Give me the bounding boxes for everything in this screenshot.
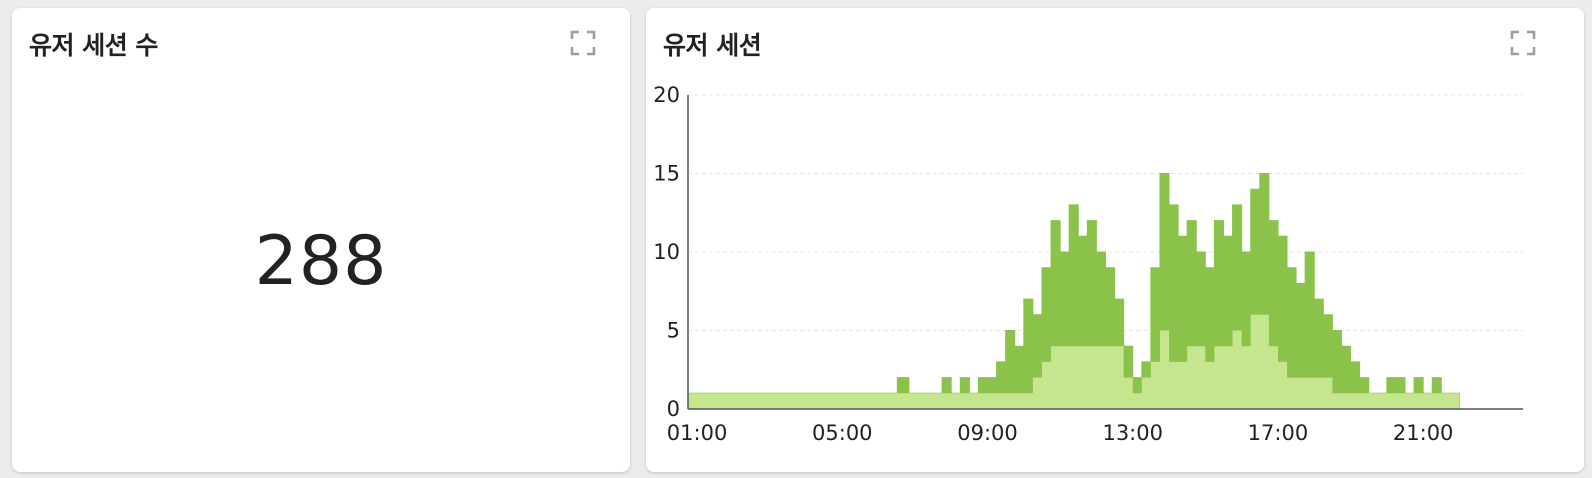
fullscreen-icon[interactable] xyxy=(570,30,596,56)
y-tick-label: 15 xyxy=(653,162,680,186)
x-tick-label: 09:00 xyxy=(957,421,1018,445)
y-tick-label: 20 xyxy=(653,83,680,107)
session-count-title: 유저 세션 수 xyxy=(29,31,158,60)
y-tick-label: 10 xyxy=(653,240,680,264)
session-count-value: 288 xyxy=(254,222,388,301)
y-tick-label: 0 xyxy=(667,397,680,421)
x-tick-label: 21:00 xyxy=(1393,421,1454,445)
fullscreen-icon[interactable] xyxy=(1510,30,1536,56)
session-count-panel: 유저 세션 수 288 xyxy=(12,8,630,472)
session-chart-panel: 유저 세션 0 5 10 15 20 01:00 05:00 09:00 13:00 17:00 2… xyxy=(646,8,1584,472)
session-area-chart: 0 5 10 15 20 01:00 05:00 09:00 13:00 17:00 21:00 xyxy=(653,83,1523,445)
session-chart-title: 유저 세션 xyxy=(663,31,762,60)
x-tick-label: 05:00 xyxy=(812,421,873,445)
y-tick-label: 5 xyxy=(667,319,680,343)
x-tick-label: 01:00 xyxy=(667,421,728,445)
x-tick-label: 17:00 xyxy=(1248,421,1309,445)
series-area-lower xyxy=(688,314,1460,409)
x-tick-label: 13:00 xyxy=(1102,421,1163,445)
